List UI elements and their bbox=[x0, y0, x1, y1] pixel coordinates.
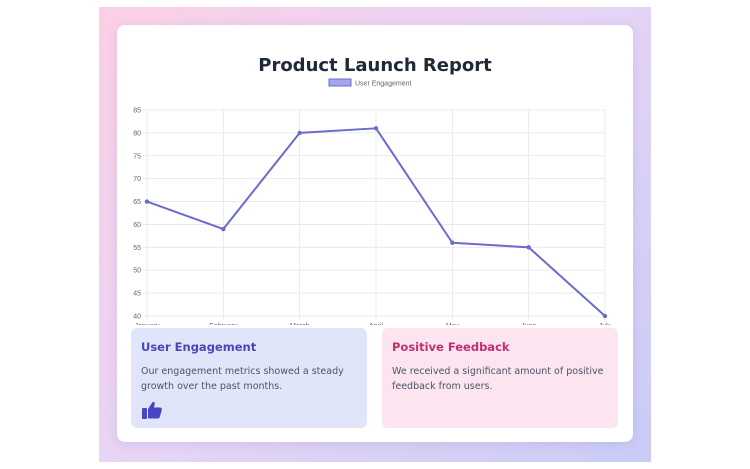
engagement-card-title: User Engagement bbox=[141, 340, 257, 354]
x-axis-ticks: January February March April May June July bbox=[135, 323, 612, 325]
line-chart: 40 45 50 55 60 65 70 75 80 85 January February Marc… bbox=[133, 78, 612, 325]
x-tick-label: June bbox=[521, 323, 536, 325]
y-tick-label: 60 bbox=[133, 222, 141, 229]
feedback-card-title: Positive Feedback bbox=[392, 340, 510, 354]
x-tick-label: July bbox=[599, 323, 612, 325]
x-tick-label: February bbox=[209, 323, 238, 325]
gradient-background: Product Launch Report 40 45 50 55 60 65 70 75 80… bbox=[99, 7, 651, 462]
thumbs-up-icon bbox=[142, 401, 162, 419]
engagement-card: User Engagement Our engagement metrics s… bbox=[131, 328, 367, 428]
data-point[interactable] bbox=[221, 226, 226, 232]
y-tick-label: 80 bbox=[133, 130, 141, 137]
data-point[interactable] bbox=[144, 199, 150, 204]
series-points bbox=[144, 126, 608, 319]
y-tick-label: 75 bbox=[133, 153, 141, 160]
chart-legend: User Engagement bbox=[328, 78, 411, 88]
y-tick-label: 40 bbox=[133, 314, 141, 321]
page-title: Product Launch Report bbox=[258, 55, 492, 76]
x-tick-label: January bbox=[135, 323, 160, 325]
y-tick-label: 55 bbox=[133, 245, 141, 252]
y-tick-label: 70 bbox=[133, 176, 141, 183]
feedback-card: Positive Feedback We received a signific… bbox=[382, 328, 618, 428]
data-point[interactable] bbox=[602, 313, 608, 319]
feedback-card-text: We received a significant amount of posi… bbox=[392, 366, 604, 392]
data-point[interactable] bbox=[373, 126, 379, 131]
y-tick-label: 65 bbox=[133, 199, 141, 206]
data-point[interactable] bbox=[450, 240, 455, 245]
y-axis-ticks: 40 45 50 55 60 65 70 75 80 85 bbox=[133, 108, 141, 321]
data-point[interactable] bbox=[297, 130, 302, 136]
x-tick-label: May bbox=[446, 323, 460, 325]
legend-label[interactable]: User Engagement bbox=[355, 81, 411, 88]
report-card: Product Launch Report 40 45 50 55 60 65 70 75 80… bbox=[117, 25, 633, 442]
y-tick-label: 50 bbox=[133, 268, 141, 275]
data-point[interactable] bbox=[526, 245, 531, 250]
y-tick-label: 85 bbox=[133, 108, 141, 115]
chart-grid bbox=[143, 109, 606, 320]
legend-swatch[interactable] bbox=[328, 78, 352, 87]
x-tick-label: March bbox=[290, 323, 310, 325]
x-tick-label: April bbox=[369, 323, 383, 325]
engagement-card-text: Our engagement metrics showed a steady g… bbox=[141, 366, 344, 392]
y-tick-label: 45 bbox=[133, 291, 141, 298]
